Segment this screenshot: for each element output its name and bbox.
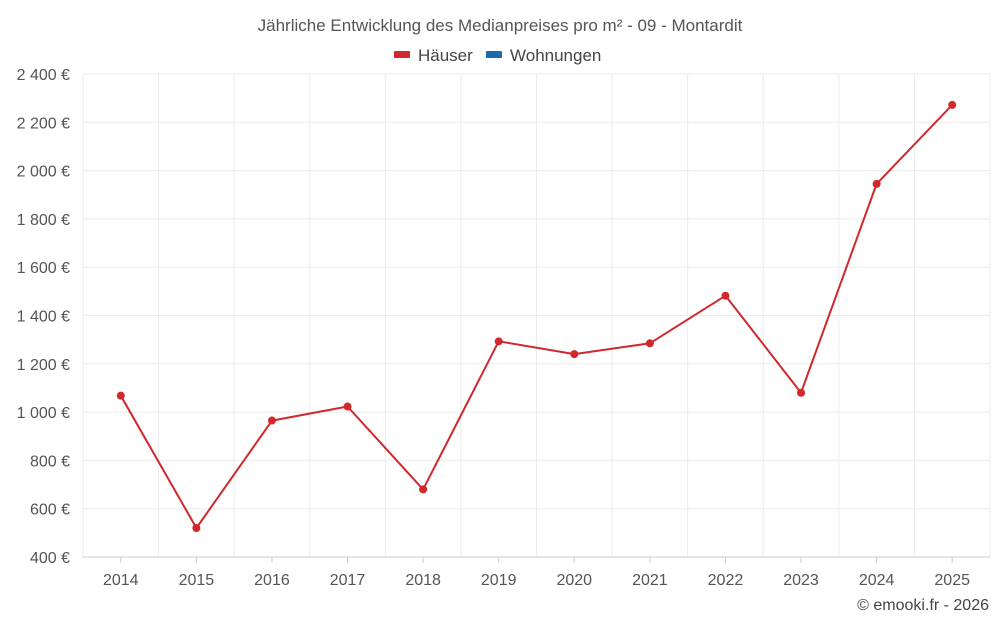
legend: Häuser Wohnungen xyxy=(394,46,601,65)
legend-item-wohnungen[interactable]: Wohnungen xyxy=(486,46,601,65)
x-tick-label: 2015 xyxy=(179,572,215,589)
data-point[interactable] xyxy=(948,100,957,109)
y-tick-label: 1 400 € xyxy=(17,309,70,326)
series-lines xyxy=(119,104,953,529)
y-tick-label: 1 000 € xyxy=(17,405,70,422)
y-tick-label: 1 200 € xyxy=(17,357,70,374)
series-line-0 xyxy=(119,104,953,529)
credit-text: © emooki.fr - 2026 xyxy=(857,597,989,614)
y-tick-label: 1 600 € xyxy=(17,260,70,277)
x-tick-label: 2020 xyxy=(556,572,592,589)
y-tick-label: 2 000 € xyxy=(17,164,70,181)
x-axis-ticks: 2014 2015 2016 2017 2018 2019 2020 2021 2022 2023… xyxy=(103,557,970,589)
data-point[interactable] xyxy=(494,337,503,346)
y-tick-label: 800 € xyxy=(30,453,70,470)
x-tick-label: 2017 xyxy=(330,572,366,589)
grid xyxy=(82,73,991,557)
y-tick-label: 400 € xyxy=(30,550,70,567)
data-point[interactable] xyxy=(192,524,201,533)
legend-swatch-haeuser xyxy=(394,51,410,58)
y-tick-label: 2 200 € xyxy=(17,115,70,132)
data-point[interactable] xyxy=(872,179,881,188)
x-tick-label: 2019 xyxy=(481,572,517,589)
legend-swatch-wohnungen xyxy=(486,51,502,58)
x-tick-label: 2018 xyxy=(405,572,441,589)
y-tick-label: 600 € xyxy=(30,502,70,519)
data-point[interactable] xyxy=(721,291,730,300)
data-point[interactable] xyxy=(570,350,579,359)
data-point[interactable] xyxy=(116,391,125,400)
x-tick-label: 2022 xyxy=(708,572,744,589)
y-axis-ticks: 400 € 600 € 800 € 1 000 € 1 200 € 1 400 € 1 60… xyxy=(17,67,70,567)
x-tick-label: 2016 xyxy=(254,572,290,589)
data-point[interactable] xyxy=(343,402,352,411)
x-tick-label: 2014 xyxy=(103,572,139,589)
x-tick-label: 2025 xyxy=(934,572,970,589)
x-tick-label: 2021 xyxy=(632,572,668,589)
chart-title: Jährliche Entwicklung des Medianpreises … xyxy=(258,16,743,35)
data-point[interactable] xyxy=(267,416,276,425)
x-tick-label: 2024 xyxy=(859,572,895,589)
data-point[interactable] xyxy=(797,388,806,397)
y-tick-label: 1 800 € xyxy=(17,212,70,229)
data-point[interactable] xyxy=(645,339,654,348)
legend-label-wohnungen: Wohnungen xyxy=(510,46,601,65)
x-tick-label: 2023 xyxy=(783,572,819,589)
series-points xyxy=(116,100,957,533)
legend-item-haeuser[interactable]: Häuser xyxy=(394,46,473,65)
data-point[interactable] xyxy=(419,485,428,494)
y-tick-label: 2 400 € xyxy=(17,67,70,84)
legend-label-haeuser: Häuser xyxy=(418,46,473,65)
